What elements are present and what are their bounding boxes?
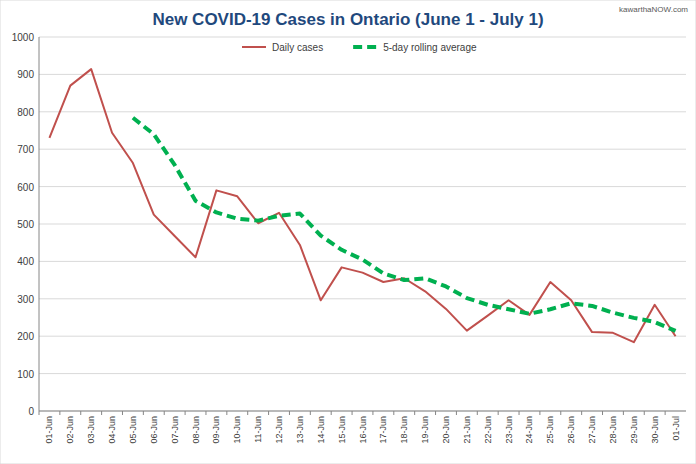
x-tick-label: 13-Jun — [295, 416, 305, 444]
grid-line — [39, 224, 686, 225]
y-tick-label: 100 — [17, 369, 34, 380]
x-tick — [247, 411, 248, 415]
x-tick-label: 10-Jun — [232, 416, 242, 444]
x-tick-label: 16-Jun — [358, 416, 368, 444]
x-tick — [164, 411, 165, 415]
x-tick-label: 06-Jun — [149, 416, 159, 444]
x-tick-label: 11-Jun — [253, 416, 263, 443]
y-tick-label: 800 — [17, 107, 34, 118]
x-tick — [560, 411, 561, 415]
y-tick-label: 700 — [17, 144, 34, 155]
series-line — [133, 118, 676, 331]
x-tick — [80, 411, 81, 415]
x-tick — [456, 411, 457, 415]
x-tick-label: 28-Jun — [608, 416, 618, 444]
x-tick-label: 25-Jun — [545, 416, 555, 444]
x-tick — [205, 411, 206, 415]
x-tick — [498, 411, 499, 415]
x-tick — [268, 411, 269, 415]
chart: 0 100 200 300 400 500 600 700 800 900 1000 01-Jun 02… — [0, 0, 696, 464]
x-tick — [665, 411, 666, 415]
x-tick — [185, 411, 186, 415]
x-tick-label: 01-Jul — [671, 416, 681, 441]
grid-line — [39, 111, 686, 112]
title: New COVID-19 Cases in Ontario (June 1 - … — [152, 10, 543, 29]
x-tick — [331, 411, 332, 415]
x-tick-label: 19-Jun — [420, 416, 430, 444]
legend-label: 5-day rolling average — [383, 42, 477, 53]
x-tick-label: 22-Jun — [483, 416, 493, 444]
x-tick-label: 18-Jun — [399, 416, 409, 444]
x-tick — [623, 411, 624, 415]
x-tick-label: 09-Jun — [211, 416, 221, 444]
annotation: kawarthaNOW.com — [619, 5, 688, 14]
x-tick-label: 20-Jun — [441, 416, 451, 444]
x-tick — [226, 411, 227, 415]
x-axis — [39, 411, 686, 412]
x-tick — [644, 411, 645, 415]
x-tick-label: 14-Jun — [316, 416, 326, 444]
grid-line — [39, 336, 686, 337]
x-tick — [435, 411, 436, 415]
y-tick-label: 1000 — [12, 32, 35, 43]
y-tick-label: 300 — [17, 294, 34, 305]
y-axis — [39, 37, 40, 411]
y-tick-label: 500 — [17, 219, 34, 230]
x-tick-label: 15-Jun — [337, 416, 347, 444]
x-tick — [352, 411, 353, 415]
x-tick — [414, 411, 415, 415]
y-tick-label: 900 — [17, 69, 34, 80]
x-tick — [122, 411, 123, 415]
grid-line — [39, 186, 686, 187]
plot-area — [49, 69, 675, 342]
x-tick — [393, 411, 394, 415]
x-tick — [372, 411, 373, 415]
x-tick-label: 07-Jun — [170, 416, 180, 444]
legend-key — [353, 45, 377, 49]
grid-line — [39, 373, 686, 374]
grid-line — [39, 411, 686, 412]
x-tick — [59, 411, 60, 415]
x-tick-label: 02-Jun — [65, 416, 75, 444]
grid-line — [39, 149, 686, 150]
y-tick-label: 0 — [28, 406, 34, 417]
x-tick-label: 30-Jun — [650, 416, 660, 444]
legend-label: Daily cases — [272, 42, 323, 53]
x-tick-label: 12-Jun — [274, 416, 284, 444]
x-tick-label: 05-Jun — [128, 416, 138, 444]
x-tick — [310, 411, 311, 415]
x-tick-label: 29-Jun — [629, 416, 639, 444]
y-tick-label: 400 — [17, 256, 34, 267]
x-tick-label: 27-Jun — [587, 416, 597, 444]
legend-key — [242, 46, 266, 48]
series-line — [49, 69, 675, 342]
x-tick — [289, 411, 290, 415]
x-tick-label: 24-Jun — [524, 416, 534, 444]
x-tick — [477, 411, 478, 415]
background — [0, 0, 696, 464]
y-tick-label: 200 — [17, 331, 34, 342]
x-tick-label: 17-Jun — [378, 416, 388, 444]
x-tick — [602, 411, 603, 415]
x-tick-label: 01-Jun — [44, 416, 54, 444]
x-tick — [539, 411, 540, 415]
grid-line — [39, 37, 686, 38]
x-tick-label: 04-Jun — [107, 416, 117, 444]
y-tick-label: 600 — [17, 182, 34, 193]
x-tick — [581, 411, 582, 415]
grid-line — [39, 298, 686, 299]
x-tick — [39, 411, 40, 415]
grid-line — [39, 74, 686, 75]
x-tick — [143, 411, 144, 415]
x-tick — [519, 411, 520, 415]
x-tick-label: 03-Jun — [86, 416, 96, 444]
x-tick-label: 26-Jun — [566, 416, 576, 444]
x-tick-label: 23-Jun — [504, 416, 514, 444]
x-tick-label: 21-Jun — [462, 416, 472, 444]
x-tick-label: 08-Jun — [191, 416, 201, 444]
x-tick — [101, 411, 102, 415]
